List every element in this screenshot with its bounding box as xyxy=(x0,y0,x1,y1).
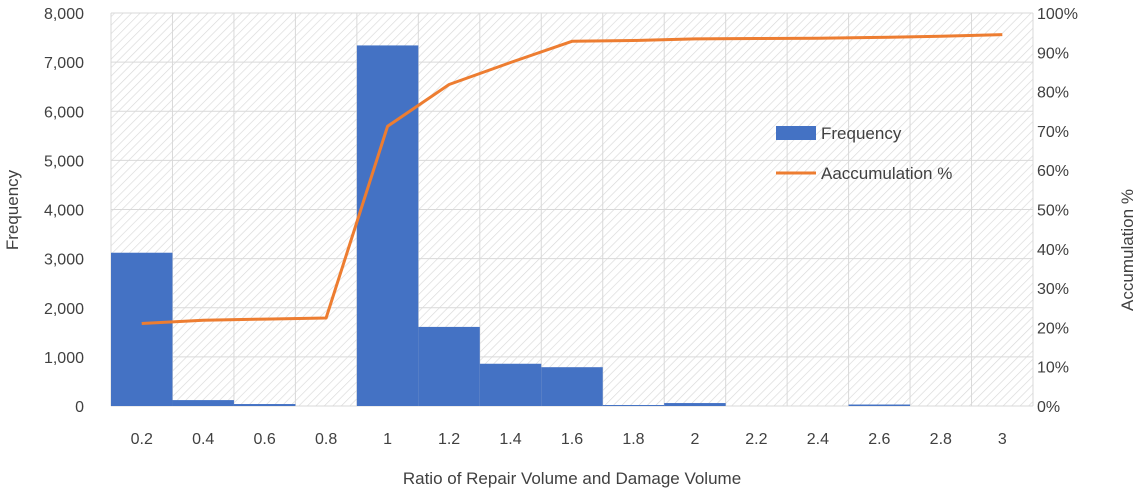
x-tick-label: 2.8 xyxy=(930,431,952,448)
x-tick-label: 0.6 xyxy=(254,431,276,448)
accumulation-line-group xyxy=(141,33,1003,325)
y2-tick-label: 0% xyxy=(1037,399,1060,416)
x-tick-label: 2.2 xyxy=(745,431,767,448)
gridlines xyxy=(110,12,1034,407)
x-tick-label: 3 xyxy=(998,431,1007,448)
bar xyxy=(356,45,419,407)
right-axis-ticks: 0% 10% 20% 30% 40% 50% 60% 70% 80% 90% 100% xyxy=(1037,6,1078,416)
x-tick-label: 2 xyxy=(690,431,699,448)
y-tick-label: 8,000 xyxy=(44,6,84,23)
y2-tick-label: 30% xyxy=(1037,281,1069,298)
left-axis-ticks: 0 1,000 2,000 3,000 4,000 5,000 6,000 7,000 8,00… xyxy=(44,6,84,416)
y2-tick-label: 100% xyxy=(1037,6,1078,23)
x-tick-label: 1.8 xyxy=(622,431,644,448)
x-tick-label: 2.4 xyxy=(807,431,829,448)
y-tick-label: 7,000 xyxy=(44,55,84,72)
frequency-bars xyxy=(111,45,911,407)
legend: Frequency Aaccumulation % xyxy=(776,124,952,183)
y2-tick-label: 40% xyxy=(1037,242,1069,259)
x-tick-label: 0.4 xyxy=(192,431,214,448)
bar xyxy=(848,404,911,406)
y-tick-label: 2,000 xyxy=(44,301,84,318)
x-tick-label: 0.8 xyxy=(315,431,337,448)
bar xyxy=(172,400,234,406)
y-tick-label: 6,000 xyxy=(44,104,84,121)
y2-tick-label: 80% xyxy=(1037,85,1069,102)
legend-label-frequency: Frequency xyxy=(821,124,902,143)
bar xyxy=(233,404,296,406)
bar xyxy=(479,363,542,406)
y-tick-label: 3,000 xyxy=(44,252,84,269)
x-tick-label: 1 xyxy=(383,431,392,448)
x-tick-label: 1.2 xyxy=(438,431,460,448)
y2-tick-label: 50% xyxy=(1037,203,1069,220)
y2-tick-label: 70% xyxy=(1037,124,1069,141)
legend-swatch-frequency xyxy=(776,126,816,140)
y-tick-label: 0 xyxy=(75,399,84,416)
x-tick-label: 1.6 xyxy=(561,431,583,448)
accumulation-line xyxy=(141,33,1003,325)
bar xyxy=(541,367,603,406)
x-tick-label: 1.4 xyxy=(499,431,521,448)
y2-tick-label: 10% xyxy=(1037,360,1069,377)
x-tick-label: 2.6 xyxy=(868,431,890,448)
y2-tick-label: 20% xyxy=(1037,320,1069,337)
y2-tick-label: 90% xyxy=(1037,45,1069,62)
x-axis-label: Ratio of Repair Volume and Damage Volume xyxy=(403,469,741,488)
legend-label-accumulation: Aaccumulation % xyxy=(821,164,952,183)
y-tick-label: 5,000 xyxy=(44,153,84,170)
y-tick-label: 4,000 xyxy=(44,203,84,220)
y2-tick-label: 60% xyxy=(1037,163,1069,180)
y-tick-label: 1,000 xyxy=(44,350,84,367)
y2-axis-label: Accumulation % xyxy=(1118,189,1137,311)
bar xyxy=(602,405,665,406)
bar xyxy=(111,252,173,406)
bar xyxy=(664,403,726,406)
y-axis-label: Frequency xyxy=(3,169,22,250)
x-axis-ticks: 0.2 0.4 0.6 0.8 1 1.2 1.4 1.6 1.8 2 2.2 2.4 2.6 2.8 3 xyxy=(131,431,1007,448)
bar xyxy=(418,326,480,406)
x-tick-label: 0.2 xyxy=(131,431,153,448)
